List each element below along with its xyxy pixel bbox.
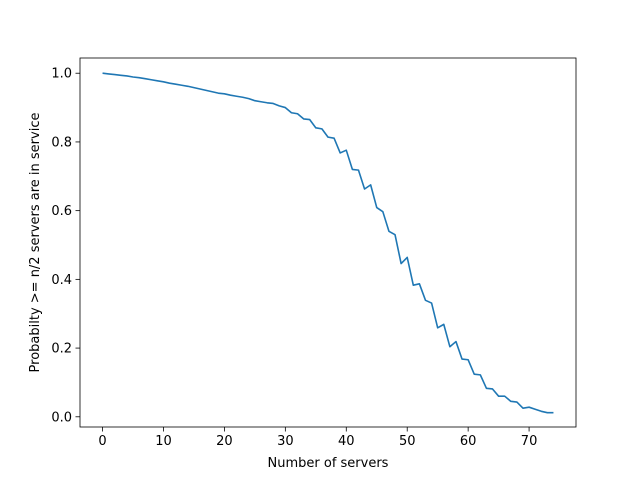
x-tick-label: 50	[399, 434, 416, 449]
x-tick-label: 30	[277, 434, 294, 449]
x-axis: 0 10 20 30 40 50 60 70	[98, 427, 537, 449]
series-line-0	[102, 72, 554, 414]
y-axis: 0.0 0.2 0.4 0.6 0.8 1.0	[51, 67, 80, 425]
plot-frame	[79, 57, 577, 428]
y-tick-label: 0.0	[51, 410, 72, 425]
x-tick-label: 10	[155, 434, 172, 449]
x-tick-label: 70	[521, 434, 538, 449]
x-tick-label: 60	[460, 434, 477, 449]
y-tick-label: 0.8	[51, 135, 72, 150]
y-tick-label: 1.0	[51, 67, 72, 82]
x-tick-label: 20	[216, 434, 233, 449]
y-tick-label: 0.2	[51, 342, 72, 357]
y-tick-label: 0.4	[51, 273, 72, 288]
y-axis-label: Probabilty >= n/2 servers are in service	[28, 113, 43, 373]
y-tick-label: 0.6	[51, 204, 72, 219]
x-axis-label: Number of servers	[268, 456, 389, 471]
x-tick-label: 0	[98, 434, 106, 449]
series-layer	[102, 72, 554, 414]
x-tick-label: 40	[338, 434, 355, 449]
